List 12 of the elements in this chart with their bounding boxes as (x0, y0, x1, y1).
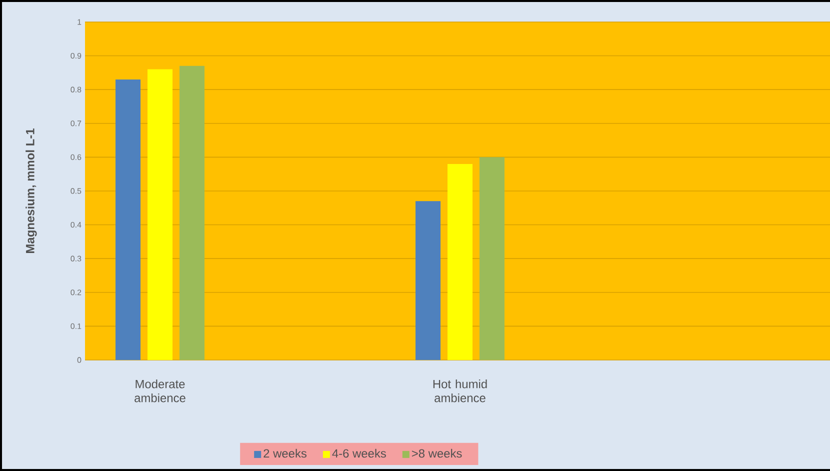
legend-label: 4-6 weeks (332, 448, 386, 458)
bar (448, 164, 473, 360)
x-tick-label: Hot humid ambience (433, 380, 487, 402)
y-axis-title: Magnesium, mmol L-1 (26, 128, 37, 253)
bar (116, 79, 141, 360)
bar (416, 201, 441, 360)
bar (148, 69, 173, 360)
bar (180, 66, 205, 360)
legend-label: 2 weeks (264, 448, 306, 458)
legend-label: >8 weeks (412, 448, 462, 458)
x-tick-label: Moderate ambience (134, 380, 186, 402)
bar (480, 157, 505, 360)
